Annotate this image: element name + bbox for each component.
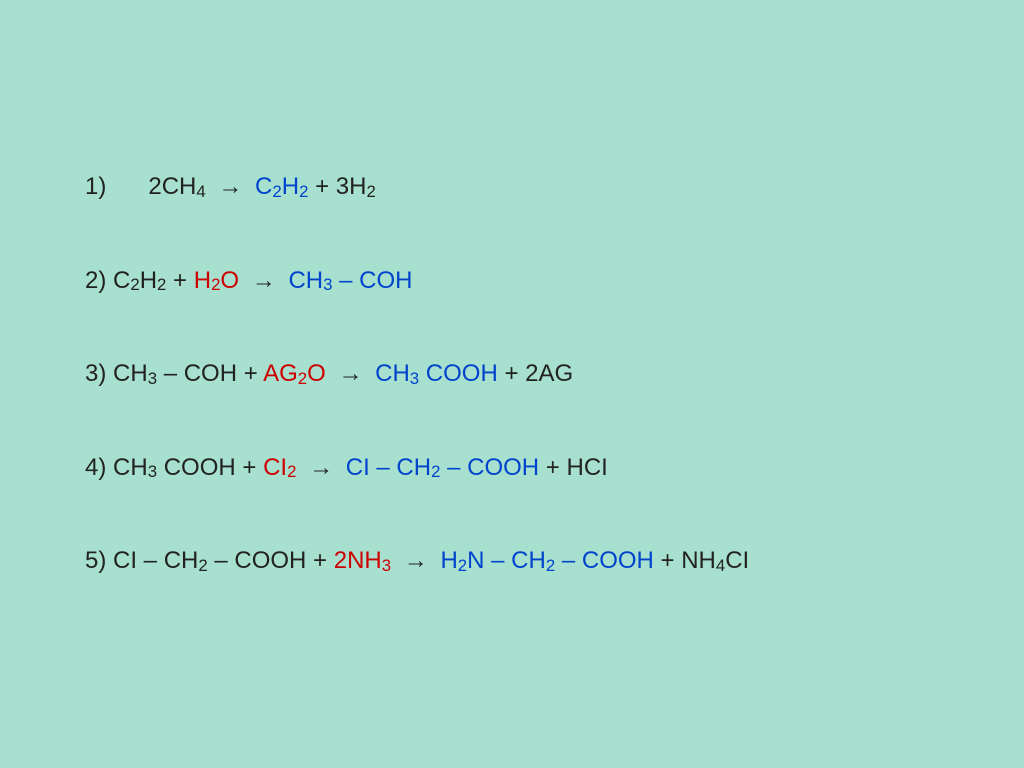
equation-content: CH3 COOH + CI2 → CI – CH2 – COOH + HCI bbox=[106, 454, 607, 481]
equation-3: 3) CH3 – COH + AG2O → CH3 COOH + 2AG bbox=[85, 357, 939, 391]
equation-number: 2) bbox=[85, 267, 106, 294]
equation-2: 2) C2H2 + H2O → CH3 – COH bbox=[85, 264, 939, 298]
equation-number: 3) bbox=[85, 360, 106, 387]
equation-content: 2CH4 → C2H2 + 3H2 bbox=[148, 173, 375, 200]
equation-5: 5) CI – CH2 – COOH + 2NH3 → H2N – CH2 – … bbox=[85, 544, 939, 578]
equations-container: 1) 2CH4 → C2H2 + 3H2 2) C2H2 + H2O → CH3 –… bbox=[85, 170, 939, 578]
equation-4: 4) CH3 COOH + CI2 → CI – CH2 – COOH + HC… bbox=[85, 451, 939, 485]
equation-number: 4) bbox=[85, 454, 106, 481]
equation-number: 5) bbox=[85, 547, 106, 574]
equation-content: CH3 – COH + AG2O → CH3 COOH + 2AG bbox=[106, 360, 573, 387]
equation-content: C2H2 + H2O → CH3 – COH bbox=[106, 267, 412, 294]
equation-content: CI – CH2 – COOH + 2NH3 → H2N – CH2 – COO… bbox=[106, 547, 749, 574]
equation-1: 1) 2CH4 → C2H2 + 3H2 bbox=[85, 170, 939, 204]
equation-number: 1) bbox=[85, 173, 106, 200]
